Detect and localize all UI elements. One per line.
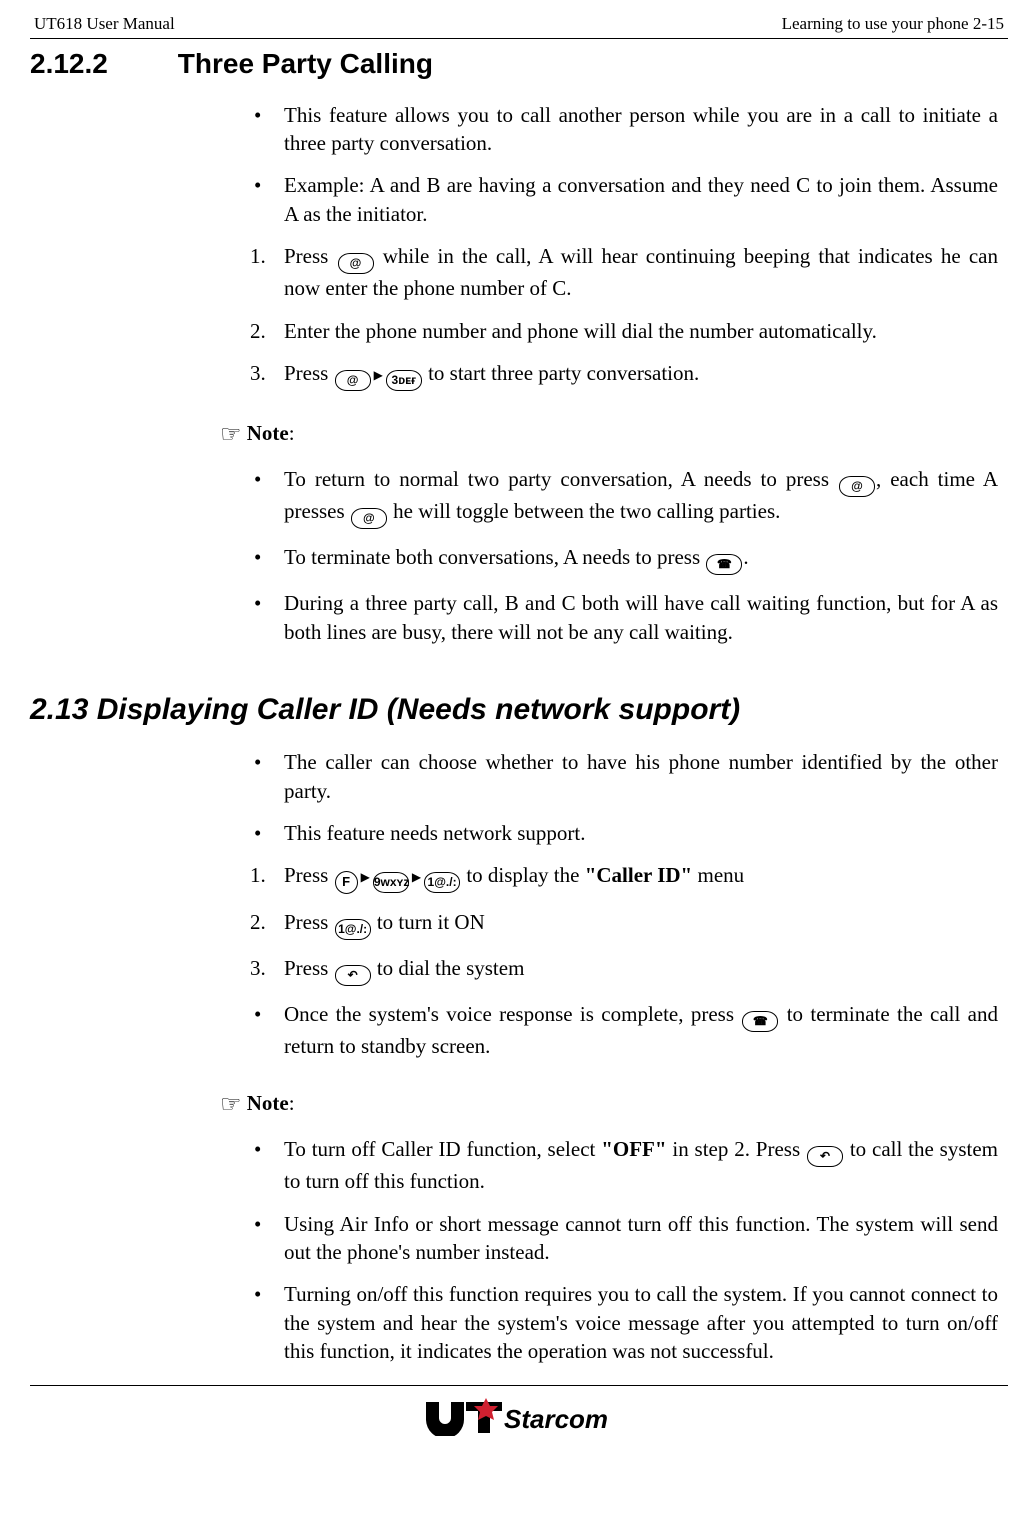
at-key-icon: @ [335,370,371,391]
step-number: 2. [250,908,266,936]
page-header: UT618 User Manual Learning to use your p… [30,14,1008,38]
three-key-icon: 3ᴅᴇғ [386,370,422,391]
step-item: 3. Press ↶ to dial the system [250,954,998,986]
step-text-part: while in the call, A will hear continuin… [284,244,998,300]
logo-text: Starcom [504,1404,608,1434]
step-number: 1. [250,861,266,889]
pointing-hand-icon: ☞ [220,1092,242,1118]
pointing-hand-icon: ☞ [220,422,242,448]
step-text-part: Press [284,956,334,980]
bullet-text: This feature needs network support. [284,821,586,845]
step-item: 1. Press F 9ᴡxʏᴢ 1@./: to display the "Cal… [250,861,998,894]
bullet-text: During a three party call, B and C both … [284,591,998,643]
bullet-text: Using Air Info or short message cannot t… [284,1212,998,1264]
bullet-item: To terminate both conversations, A needs… [250,543,998,575]
step-number: 3. [250,954,266,982]
step-item: 2. Press 1@./: to turn it ON [250,908,998,940]
steps-list: 1. Press @ while in the call, A will hea… [250,242,998,391]
call-key-icon: ↶ [335,965,371,986]
heading-number: 2.12.2 [30,45,170,83]
caller-id-label: "Caller ID" [585,863,693,887]
intro-bullets-2: The caller can choose whether to have hi… [250,748,998,847]
step-text: Enter the phone number and phone will di… [284,319,877,343]
step-item: 1. Press @ while in the call, A will hea… [250,242,998,302]
step-text-part: Press [284,244,337,268]
bullet-text: The caller can choose whether to have hi… [284,750,998,802]
step-number: 2. [250,317,266,345]
note-bullets: To return to normal two party conversati… [250,465,998,646]
bullet-item: During a three party call, B and C both … [250,589,998,646]
at-key-icon: @ [351,508,387,529]
footer-rule [30,1385,1008,1386]
text-part: he will toggle between the two calling p… [388,499,780,523]
heading-2-13: 2.13 Displaying Caller ID (Needs network… [30,690,1008,731]
nine-key-icon: 9ᴡxʏᴢ [373,872,409,893]
step-text-part: to display the [461,863,585,887]
off-label: "OFF" [601,1137,666,1161]
step-text-part: Press [284,863,334,887]
one-key-icon: 1@./: [335,919,371,940]
header-rule [30,38,1008,39]
note-colon: : [289,421,295,445]
bullet-item: The caller can choose whether to have hi… [250,748,998,805]
footer-logo: Starcom [30,1396,1008,1441]
step-item: 3. Press @3ᴅᴇғ to start three party conv… [250,359,998,391]
utstarcom-logo-icon: Starcom [424,1396,614,1436]
header-right: Learning to use your phone 2-15 [782,14,1004,34]
section-three-party-calling: 2.12.2 Three Party Calling This feature … [30,45,1008,646]
text-part: . [743,545,748,569]
triangle-icon [361,869,370,885]
header-left: UT618 User Manual [34,14,175,34]
bullet-text: Turning on/off this function requires yo… [284,1282,998,1363]
one-key-icon: 1@./: [424,872,460,893]
note-word: Note [247,421,289,445]
text-part: To terminate both conversations, A needs… [284,545,705,569]
bullet-item: Turning on/off this function requires yo… [250,1280,998,1365]
bullet-item: Once the system's voice response is comp… [250,1000,998,1060]
text-part: in step 2. Press [667,1137,806,1161]
note-word: Note [247,1091,289,1115]
post-step-bullet: Once the system's voice response is comp… [250,1000,998,1060]
bullet-item: To return to normal two party conversati… [250,465,998,529]
bullet-item: This feature allows you to call another … [250,101,998,158]
hang-key-icon: ☎ [706,554,742,575]
intro-bullets: This feature allows you to call another … [250,101,998,228]
f-key-icon: F [335,871,358,894]
note-label: ☞ Note: [220,419,1008,451]
bullet-item: Using Air Info or short message cannot t… [250,1210,998,1267]
heading-2-12-2: 2.12.2 Three Party Calling [30,45,1008,83]
text-part: Once the system's voice response is comp… [284,1002,741,1026]
step-text-part: Press [284,361,334,385]
text-part: To return to normal two party conversati… [284,467,838,491]
step-number: 1. [250,242,266,270]
bullet-item: Example: A and B are having a conversati… [250,171,998,228]
note-bullets-2: To turn off Caller ID function, select "… [250,1135,998,1365]
step-text-part: Press [284,910,334,934]
section-caller-id: 2.13 Displaying Caller ID (Needs network… [30,690,1008,1365]
note-label-2: ☞ Note: [220,1089,1008,1121]
call-key-icon: ↶ [807,1146,843,1167]
steps-list-2: 1. Press F 9ᴡxʏᴢ 1@./: to display the "Cal… [250,861,998,986]
triangle-icon [412,869,421,885]
step-item: 2. Enter the phone number and phone will… [250,317,998,345]
bullet-text: This feature allows you to call another … [284,103,998,155]
heading-title: Three Party Calling [178,48,433,79]
text-part: To turn off Caller ID function, select [284,1137,601,1161]
at-key-icon: @ [839,476,875,497]
step-number: 3. [250,359,266,387]
bullet-item: This feature needs network support. [250,819,998,847]
step-text-part: to start three party conversation. [423,361,699,385]
hang-key-icon: ☎ [742,1011,778,1032]
triangle-icon [374,367,383,383]
step-text-part: to turn it ON [372,910,485,934]
bullet-item: To turn off Caller ID function, select "… [250,1135,998,1195]
step-text-part: menu [692,863,744,887]
bullet-text: Example: A and B are having a conversati… [284,173,998,225]
at-key-icon: @ [338,253,374,274]
note-colon: : [289,1091,295,1115]
step-text-part: to dial the system [372,956,525,980]
